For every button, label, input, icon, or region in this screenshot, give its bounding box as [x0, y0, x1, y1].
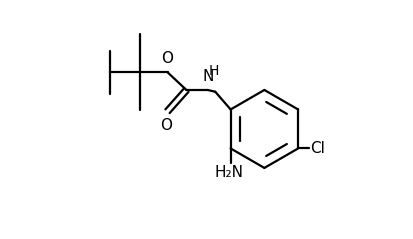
- Text: O: O: [160, 118, 172, 133]
- Text: H: H: [209, 64, 219, 78]
- Text: Cl: Cl: [310, 141, 325, 156]
- Text: O: O: [161, 51, 173, 66]
- Text: N: N: [203, 69, 214, 84]
- Text: H₂N: H₂N: [215, 165, 244, 180]
